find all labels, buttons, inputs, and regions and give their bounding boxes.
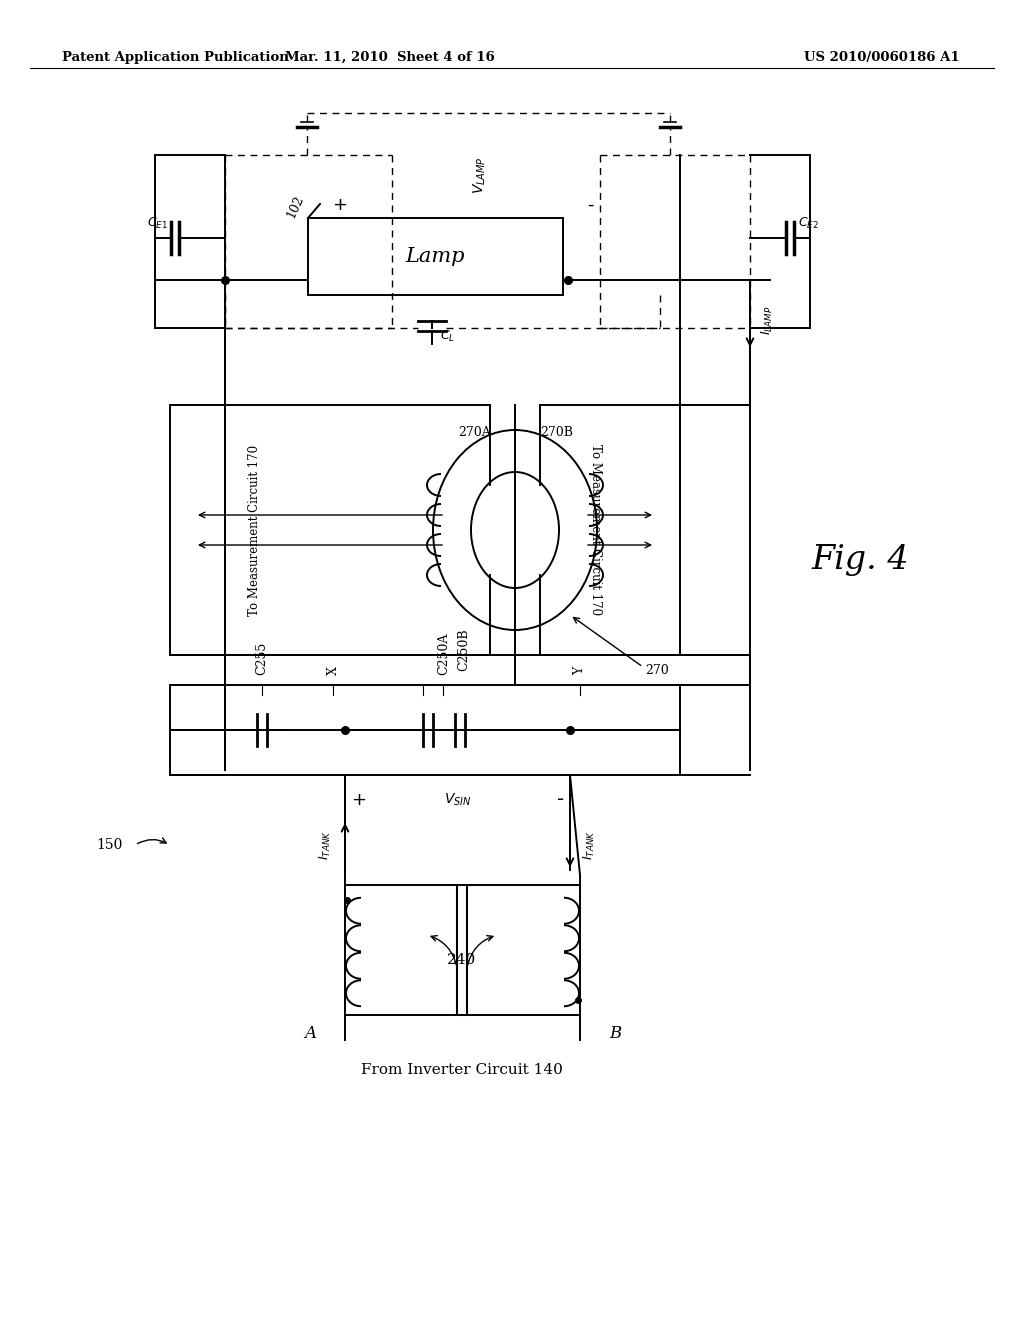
- Text: 270: 270: [645, 664, 669, 676]
- Text: $C_{E2}$: $C_{E2}$: [798, 216, 819, 231]
- Text: US 2010/0060186 A1: US 2010/0060186 A1: [805, 50, 961, 63]
- Text: To Measurement Circuit 170: To Measurement Circuit 170: [589, 445, 601, 615]
- Text: 102: 102: [284, 193, 306, 220]
- Text: A: A: [304, 1024, 316, 1041]
- Text: From Inverter Circuit 140: From Inverter Circuit 140: [361, 1063, 563, 1077]
- Text: +: +: [351, 791, 366, 809]
- Text: Fig. 4: Fig. 4: [811, 544, 909, 576]
- Text: Patent Application Publication: Patent Application Publication: [62, 50, 289, 63]
- Text: To Measurement Circuit 170: To Measurement Circuit 170: [249, 445, 261, 615]
- Text: $C_{E1}$: $C_{E1}$: [146, 216, 168, 231]
- Text: $V_{SIN}$: $V_{SIN}$: [443, 792, 471, 808]
- Text: -: -: [557, 791, 564, 809]
- Text: 150: 150: [97, 838, 123, 851]
- Text: 270B: 270B: [541, 426, 573, 440]
- Text: 270A: 270A: [459, 426, 492, 440]
- Text: $I_{TANK}$: $I_{TANK}$: [582, 830, 597, 859]
- Text: $V_{LAMP}$: $V_{LAMP}$: [472, 156, 488, 194]
- Text: X: X: [327, 667, 340, 675]
- Text: C250B: C250B: [458, 628, 470, 671]
- Text: C250A: C250A: [437, 632, 451, 675]
- Text: 240: 240: [447, 953, 476, 968]
- Text: C255: C255: [256, 642, 268, 675]
- Text: $I_{LAMP}$: $I_{LAMP}$: [760, 305, 775, 335]
- Text: $I_{TANK}$: $I_{TANK}$: [317, 830, 333, 859]
- Text: -: -: [587, 195, 593, 214]
- Bar: [308, 218, 563, 294]
- Text: Mar. 11, 2010  Sheet 4 of 16: Mar. 11, 2010 Sheet 4 of 16: [285, 50, 495, 63]
- Text: Y: Y: [573, 667, 587, 675]
- Text: +: +: [333, 195, 347, 214]
- Text: B: B: [609, 1024, 622, 1041]
- Text: $C_L$: $C_L$: [440, 329, 455, 345]
- Text: Lamp: Lamp: [406, 247, 465, 267]
